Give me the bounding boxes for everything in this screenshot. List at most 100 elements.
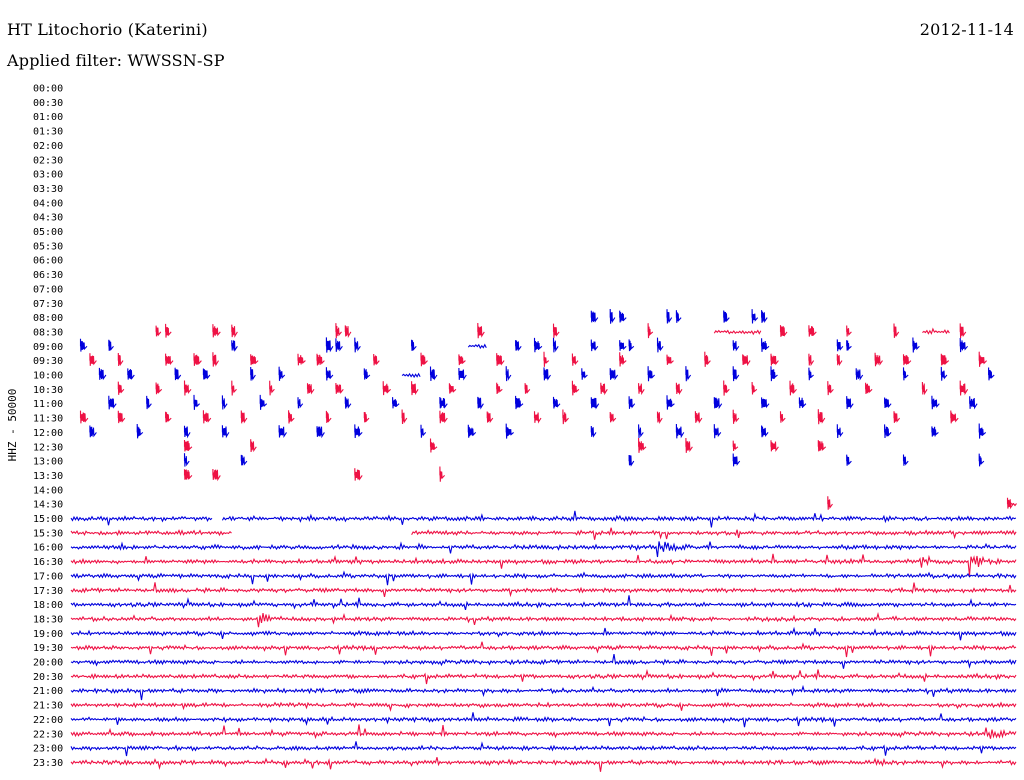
- time-tick-label: 10:00: [33, 371, 63, 382]
- trace-burst: [193, 394, 200, 410]
- trace-burst: [571, 380, 580, 396]
- trace-burst: [619, 352, 627, 367]
- trace-burst: [874, 352, 883, 367]
- trace-burst: [656, 337, 664, 353]
- time-tick-label: 17:30: [33, 586, 63, 597]
- trace-segment: [70, 570, 1017, 586]
- trace-burst: [723, 310, 730, 323]
- trace-burst: [382, 381, 391, 396]
- trace-burst: [959, 380, 969, 396]
- trace-burst: [950, 410, 959, 424]
- trace-segment: [70, 582, 1017, 598]
- trace-burst: [571, 353, 579, 366]
- trace-burst: [429, 438, 438, 453]
- time-tick-label: 21:00: [33, 686, 63, 697]
- time-tick-label: 10:30: [33, 385, 63, 396]
- trace-burst: [439, 396, 448, 409]
- trace-burst: [846, 396, 854, 410]
- trace-segment: [70, 668, 1017, 685]
- plot-date: 2012-11-14: [919, 20, 1014, 39]
- trace-burst: [250, 354, 259, 366]
- time-tick-label: 01:00: [33, 112, 63, 123]
- trace-burst: [912, 337, 920, 353]
- time-tick-label: 07:00: [33, 284, 63, 295]
- trace-burst: [505, 366, 512, 382]
- trace-burst: [846, 340, 852, 351]
- trace-burst: [373, 353, 380, 366]
- trace-burst: [202, 410, 212, 424]
- trace-burst: [79, 338, 88, 352]
- trace-burst: [638, 383, 645, 396]
- trace-segment: [411, 527, 1017, 540]
- trace-burst: [231, 380, 237, 396]
- trace-burst: [638, 437, 647, 453]
- time-tick-label: 15:30: [33, 528, 63, 539]
- trace-burst: [288, 410, 295, 424]
- trace-burst: [675, 382, 683, 395]
- y-axis-label: HHZ - 50000: [6, 389, 19, 462]
- trace-burst: [761, 397, 770, 409]
- trace-burst: [978, 351, 987, 367]
- time-tick-label: 14:30: [33, 500, 63, 511]
- trace-burst: [675, 310, 682, 323]
- trace-burst: [713, 397, 723, 410]
- trace-burst: [240, 454, 248, 466]
- trace-burst: [354, 424, 363, 439]
- trace-burst: [89, 353, 97, 366]
- trace-burst: [959, 323, 967, 339]
- trace-burst: [335, 338, 343, 352]
- trace-burst: [183, 453, 190, 467]
- time-tick-label: 19:30: [33, 643, 63, 654]
- trace-burst: [827, 381, 834, 396]
- trace-burst: [183, 380, 192, 396]
- trace-burst: [836, 354, 843, 367]
- trace-burst: [212, 468, 221, 482]
- trace-burst: [846, 325, 852, 337]
- time-tick-label: 05:00: [33, 227, 63, 238]
- trace-burst: [761, 310, 768, 323]
- trace-burst: [865, 382, 873, 395]
- trace-burst: [354, 468, 363, 481]
- trace-burst: [448, 383, 457, 394]
- trace-burst: [742, 354, 751, 367]
- trace-burst: [600, 382, 608, 396]
- trace-burst: [496, 382, 503, 395]
- trace-burst: [231, 324, 238, 338]
- trace-burst: [240, 410, 248, 424]
- trace-burst: [505, 423, 514, 439]
- trace-burst: [278, 425, 287, 439]
- time-tick-label: 11:00: [33, 399, 63, 410]
- time-tick-label: 12:00: [33, 428, 63, 439]
- trace-burst: [316, 353, 325, 366]
- trace-burst: [183, 469, 193, 480]
- time-tick-label: 00:00: [33, 84, 63, 95]
- trace-burst: [902, 367, 909, 381]
- trace-burst: [411, 339, 417, 351]
- trace-burst: [931, 395, 940, 410]
- trace-burst: [335, 382, 344, 394]
- trace-burst: [619, 340, 627, 351]
- trace-burst: [477, 322, 485, 339]
- time-tick-label: 06:30: [33, 270, 63, 281]
- trace-burst: [183, 425, 191, 439]
- trace-burst: [108, 339, 114, 351]
- trace-burst: [732, 366, 740, 382]
- trace-burst: [363, 411, 370, 423]
- trace-burst: [420, 424, 427, 438]
- trace-segment: [70, 595, 1017, 611]
- trace-burst: [628, 339, 635, 352]
- time-tick-label: 20:00: [33, 658, 63, 669]
- trace-burst: [732, 453, 741, 467]
- trace-burst: [533, 337, 543, 353]
- time-tick-label: 20:30: [33, 672, 63, 683]
- trace-segment: [922, 327, 950, 335]
- trace-burst: [420, 352, 428, 367]
- trace-burst: [713, 424, 722, 439]
- trace-burst: [1006, 497, 1014, 510]
- trace-burst: [770, 353, 779, 366]
- trace-burst: [921, 381, 928, 396]
- trace-burst: [354, 337, 361, 353]
- trace-burst: [250, 366, 256, 381]
- trace-burst: [628, 454, 635, 467]
- trace-burst: [751, 309, 759, 324]
